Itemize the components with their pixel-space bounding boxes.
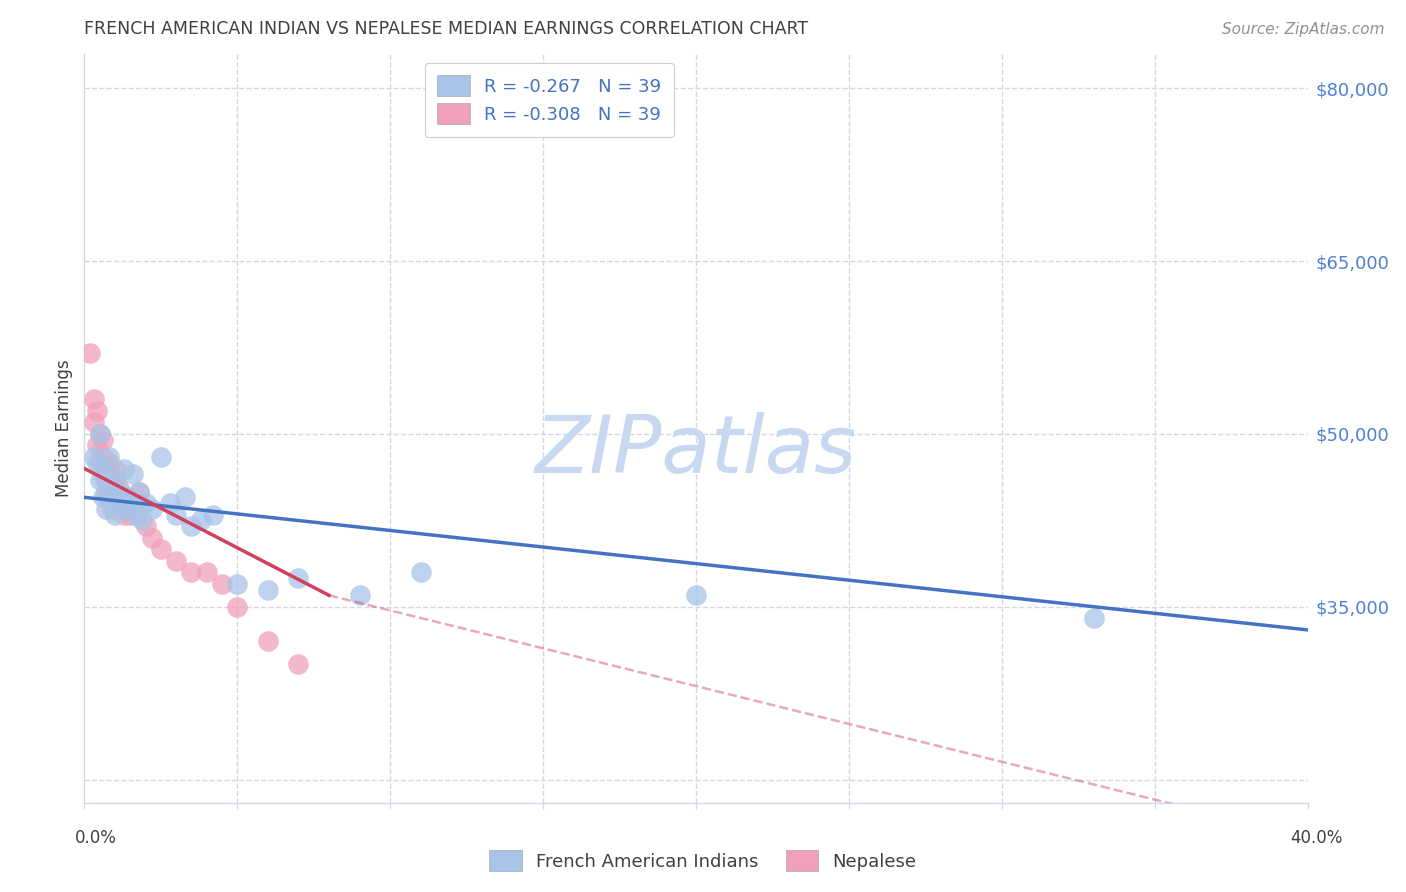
Point [287, 571, 309, 585]
Point [91, 433, 114, 447]
Y-axis label: Median Earnings: Median Earnings [55, 359, 73, 497]
Point [97, 450, 120, 464]
Text: FRENCH AMERICAN INDIAN VS NEPALESE MEDIAN EARNINGS CORRELATION CHART: FRENCH AMERICAN INDIAN VS NEPALESE MEDIA… [84, 21, 808, 38]
Point [180, 519, 202, 533]
Point [86, 438, 108, 452]
Point [135, 496, 157, 510]
Point [104, 496, 127, 510]
Point [101, 496, 124, 510]
Point [110, 484, 132, 499]
Point [195, 566, 218, 580]
Point [97, 456, 120, 470]
Point [94, 473, 117, 487]
Point [115, 496, 138, 510]
Point [141, 531, 163, 545]
Point [1083, 611, 1105, 625]
Point [120, 496, 142, 510]
Point [349, 588, 371, 602]
Legend: R = -0.267   N = 39, R = -0.308   N = 39: R = -0.267 N = 39, R = -0.308 N = 39 [425, 62, 673, 136]
Point [409, 566, 432, 580]
Point [201, 508, 224, 522]
Point [122, 467, 145, 482]
Point [135, 519, 157, 533]
Point [91, 491, 114, 505]
Point [83, 450, 105, 464]
Point [101, 484, 124, 499]
Point [97, 484, 120, 499]
Point [141, 501, 163, 516]
Point [211, 576, 233, 591]
Text: 40.0%: 40.0% [1289, 829, 1343, 847]
Point [86, 456, 108, 470]
Text: 0.0%: 0.0% [75, 829, 117, 847]
Point [685, 588, 707, 602]
Point [149, 450, 172, 464]
Point [89, 456, 111, 470]
Point [159, 496, 181, 510]
Point [190, 513, 212, 527]
Point [94, 501, 117, 516]
Point [83, 392, 105, 407]
Point [104, 473, 127, 487]
Point [112, 501, 135, 516]
Legend: French American Indians, Nepalese: French American Indians, Nepalese [482, 843, 924, 879]
Point [125, 508, 148, 522]
Point [83, 416, 105, 430]
Point [91, 461, 114, 475]
Point [165, 554, 187, 568]
Point [94, 484, 117, 499]
Point [128, 484, 150, 499]
Point [89, 426, 111, 441]
Text: Source: ZipAtlas.com: Source: ZipAtlas.com [1222, 22, 1385, 37]
Point [91, 467, 114, 482]
Point [131, 513, 153, 527]
Point [110, 496, 132, 510]
Point [97, 491, 120, 505]
Point [89, 473, 111, 487]
Point [107, 491, 129, 505]
Point [180, 566, 202, 580]
Point [174, 491, 197, 505]
Text: ZIPatlas: ZIPatlas [534, 411, 858, 490]
Point [125, 508, 148, 522]
Point [104, 473, 127, 487]
Point [107, 479, 129, 493]
Point [115, 491, 138, 505]
Point [128, 484, 150, 499]
Point [86, 404, 108, 418]
Point [120, 508, 142, 522]
Point [104, 461, 127, 475]
Point [149, 542, 172, 557]
Point [257, 582, 280, 597]
Point [122, 496, 145, 510]
Point [89, 426, 111, 441]
Point [101, 501, 124, 516]
Point [104, 508, 127, 522]
Point [79, 346, 101, 360]
Point [94, 461, 117, 475]
Point [112, 508, 135, 522]
Point [287, 657, 309, 672]
Point [257, 634, 280, 648]
Point [165, 508, 187, 522]
Point [112, 461, 135, 475]
Point [226, 576, 249, 591]
Point [91, 450, 114, 464]
Point [94, 473, 117, 487]
Point [97, 479, 120, 493]
Point [226, 599, 249, 614]
